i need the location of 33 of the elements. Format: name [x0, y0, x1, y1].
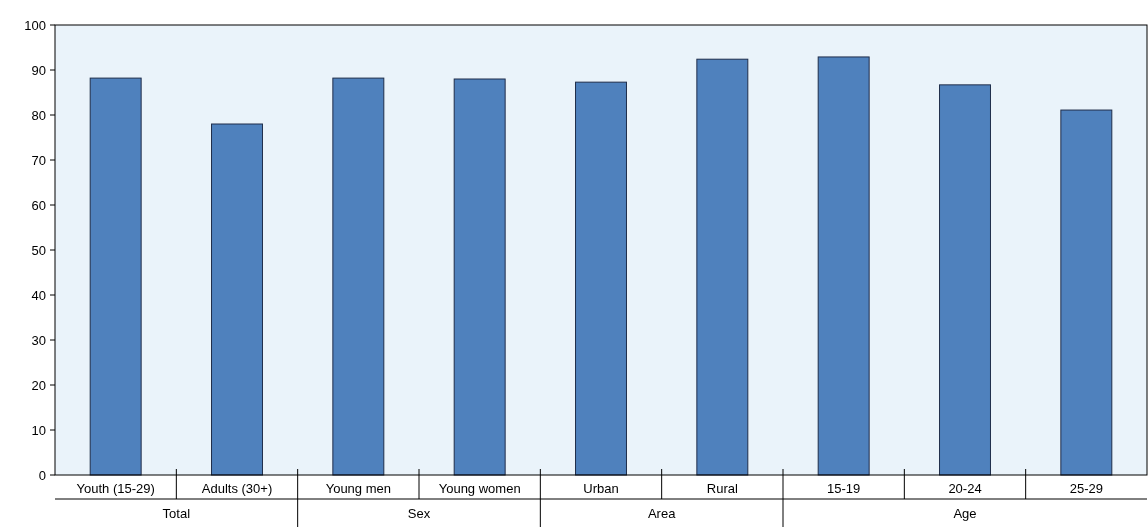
y-tick-label: 20 [31, 377, 46, 393]
text: Total [162, 506, 191, 521]
text: Area [647, 506, 677, 521]
y-tick-label: 50 [31, 242, 46, 258]
bar [211, 123, 263, 476]
x-tick-label: Young women [438, 481, 521, 496]
bar [1060, 109, 1113, 476]
y-tick-label: 30 [31, 332, 46, 348]
y-tick-label: 70 [31, 152, 46, 168]
x-tick-label: 20-24 [948, 481, 982, 496]
bar [89, 77, 142, 476]
x-tick-label: Young men [325, 481, 391, 496]
x-tick-label: 15-19 [827, 481, 861, 496]
y-tick-label: 0 [38, 467, 46, 483]
x-tick-label: Youth (15-29) [76, 481, 155, 496]
bar [817, 56, 870, 476]
x-tick-label: 25-29 [1069, 481, 1103, 496]
x-tick-label: Urban [583, 481, 619, 496]
x-tick-label: Rural [706, 481, 738, 496]
y-tick-label: 60 [31, 197, 46, 213]
bar [453, 78, 506, 476]
bar [575, 81, 627, 476]
bar [332, 77, 385, 476]
x-tick-label: Adults (30+) [201, 481, 273, 496]
text: Sex [407, 506, 431, 521]
bar [939, 84, 991, 476]
y-tick-label: 100 [24, 17, 46, 33]
y-tick-label: 40 [31, 287, 46, 303]
y-tick-label: 80 [31, 107, 46, 123]
bar [696, 58, 749, 476]
y-tick-label: 90 [31, 62, 46, 78]
y-tick-label: 10 [31, 422, 46, 438]
text: Age [953, 506, 977, 521]
